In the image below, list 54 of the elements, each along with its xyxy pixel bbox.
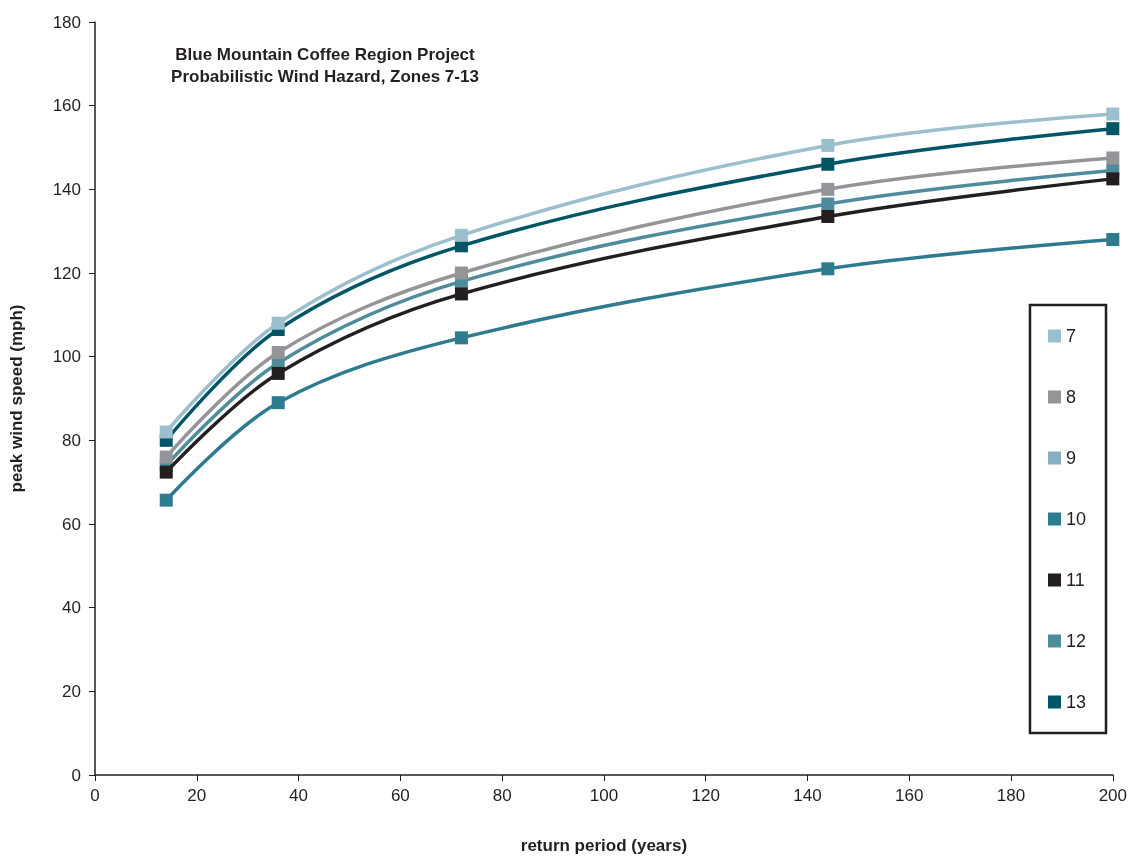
x-tick-label: 20 (187, 786, 207, 805)
x-tick-label: 60 (390, 786, 410, 805)
x-axis-title: return period (years) (520, 836, 688, 855)
point (821, 197, 835, 211)
x-tick-label: 100 (589, 786, 619, 805)
legend-label: 11 (1065, 570, 1085, 590)
point (159, 450, 173, 464)
legend-label: 7 (1065, 326, 1076, 346)
x-tick-label: 0 (90, 786, 100, 805)
point (454, 287, 468, 301)
y-tick-label: 40 (62, 598, 81, 618)
y-tick-label: 60 (62, 514, 81, 534)
y-tick-label: 20 (62, 681, 81, 701)
point (821, 262, 835, 276)
x-tick-label: 80 (492, 786, 512, 805)
y-tick-label: 180 (52, 12, 81, 32)
point (1106, 233, 1120, 247)
point (159, 465, 173, 479)
x-tick-label: 180 (996, 786, 1026, 805)
y-tick-label: 100 (52, 347, 81, 367)
point (454, 266, 468, 280)
point (454, 228, 468, 242)
point (821, 182, 835, 196)
point (271, 366, 285, 380)
legend-label: 9 (1065, 448, 1076, 468)
point (1106, 151, 1120, 165)
point (1106, 107, 1120, 121)
point (159, 493, 173, 507)
point (271, 316, 285, 330)
point (271, 345, 285, 359)
text: Blue Mountain Coffee Region Project Probabilistic Wind Hazard, Zones 7-13 (171, 44, 479, 86)
x-tick-label: 160 (895, 786, 924, 805)
legend-label: 12 (1065, 631, 1087, 651)
x-tick-label: 40 (289, 786, 309, 805)
legend-label: 8 (1065, 387, 1076, 407)
x-tick-label: 120 (691, 786, 720, 805)
point (454, 331, 468, 345)
point (821, 157, 835, 171)
legend-label: 10 (1065, 509, 1087, 529)
legend-label: 13 (1065, 692, 1087, 712)
point (1106, 172, 1120, 186)
y-tick-label: 120 (52, 263, 81, 283)
point (821, 138, 835, 152)
point (159, 425, 173, 439)
point (821, 210, 835, 224)
point (271, 396, 285, 410)
y-tick-label: 140 (52, 179, 81, 199)
y-tick-label: 80 (62, 430, 81, 450)
x-tick-label: 200 (1098, 786, 1128, 805)
y-tick-label: 0 (71, 765, 81, 785)
y-axis-title: peak wind speed (mph) (7, 304, 26, 493)
point (1106, 122, 1120, 136)
y-tick-label: 160 (52, 96, 81, 116)
x-tick-label: 140 (793, 786, 822, 805)
